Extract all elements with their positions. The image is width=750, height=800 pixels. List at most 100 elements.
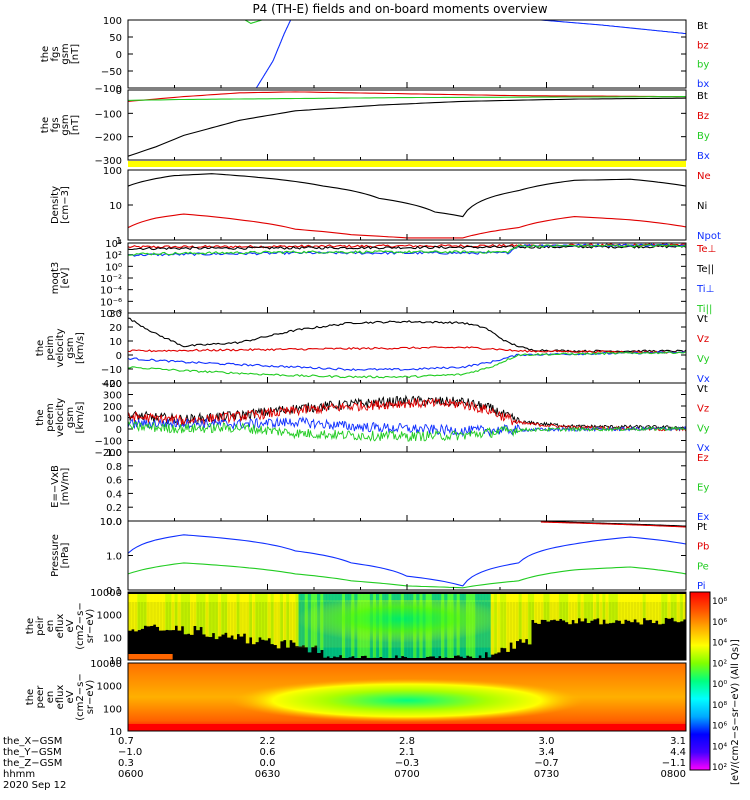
peir-column	[642, 594, 647, 619]
ephemeris-value: 0700	[394, 769, 419, 780]
ytick-label: 50	[109, 33, 122, 44]
peir-column	[264, 594, 268, 641]
series-green	[244, 20, 263, 24]
peir-column	[580, 594, 585, 622]
ephemeris-value: 4.4	[670, 747, 686, 758]
legend-peem_vel: Vt	[697, 384, 708, 395]
peir-column	[168, 594, 172, 631]
series-group	[128, 394, 686, 442]
ylabel-line: E=−VxB	[50, 465, 61, 508]
ylabel-line: eflux	[55, 685, 66, 710]
peir-column	[627, 594, 631, 621]
colorbar-tick: 10⁶	[712, 722, 727, 732]
ytick-label: 30	[109, 309, 122, 320]
ytick-label: 10⁻²	[100, 274, 122, 285]
ytick-label: −100	[95, 437, 122, 448]
series-black	[128, 394, 686, 430]
colorbar-tick: 10⁸	[712, 597, 727, 607]
legend-efield: Ex	[697, 512, 709, 523]
peir-column	[670, 594, 675, 618]
series-black	[128, 173, 686, 218]
ephemeris-value: 0730	[534, 769, 559, 780]
ephemeris-value: 0600	[118, 769, 143, 780]
ytick-label: −200	[95, 133, 122, 144]
series-group	[128, 521, 686, 589]
legend-peim_vel: Vy	[697, 354, 710, 365]
peir-column	[202, 594, 206, 635]
peir-column	[227, 594, 231, 638]
panel-peim_vel: thepeimvelocitygsm[km/s] 30 20 10 0 −10 −20 Vt V…	[35, 309, 710, 390]
legend-fgs_gsm: bx	[697, 79, 709, 90]
peir-column	[183, 594, 188, 635]
ephemeris-label: hhmm	[3, 769, 35, 780]
series-green	[128, 96, 686, 101]
series-blue	[128, 351, 686, 372]
ytick-label: 10⁻⁸	[100, 309, 122, 320]
colorbar	[689, 591, 711, 771]
ytick-label: 0.0	[106, 517, 122, 528]
ephemeris-value: 3.0	[539, 736, 555, 747]
peir-column	[205, 594, 210, 637]
peir-column	[193, 594, 197, 627]
ytick-label: 1000	[97, 682, 122, 693]
ytick-label: 10⁻⁴	[100, 286, 122, 297]
peir-column	[252, 594, 256, 645]
peir-column	[509, 594, 513, 643]
peir-column	[134, 594, 138, 632]
series-group	[244, 20, 686, 88]
ephemeris-value: 3.4	[539, 747, 555, 758]
series-red	[540, 521, 686, 528]
ytick-label: 100	[103, 633, 122, 644]
ytick-label: 0	[116, 425, 122, 436]
ylabel-peem_vel: thepeemvelocitygsm[km/s]	[35, 398, 86, 437]
ytick-label: 10	[109, 337, 122, 348]
peir-column	[214, 594, 219, 640]
colorbar-tick: 10⁴	[712, 639, 727, 649]
ylabel-line: en	[45, 691, 56, 704]
series-black	[128, 97, 686, 157]
ytick-label: −100	[95, 109, 122, 120]
ytick-label: 10²	[105, 251, 122, 262]
peir-column	[171, 594, 175, 631]
ytick-label: 10⁰	[105, 262, 122, 273]
ephemeris-value: 2.1	[399, 747, 415, 758]
ytick-label: 0	[116, 351, 122, 362]
ylabel-line: the	[40, 46, 51, 62]
peir-column	[159, 594, 163, 631]
legend-pressure: Pe	[697, 561, 709, 572]
peir-column	[565, 594, 569, 623]
ylabel-moqt3: moqt3[eV]	[50, 262, 71, 295]
peir-column	[524, 594, 529, 640]
ytick-label: −300	[95, 156, 122, 167]
ephemeris-value: 0.3	[118, 758, 134, 769]
peir-column	[577, 594, 582, 619]
peir-column	[664, 594, 668, 618]
ytick-label: 300	[103, 391, 122, 402]
ylabel-density: Density[cm−3]	[50, 186, 71, 224]
peir-column	[571, 594, 575, 621]
peir-column	[658, 594, 662, 625]
peir-column	[521, 594, 526, 643]
peir-column	[673, 594, 678, 622]
panel-frame	[127, 169, 687, 241]
peir-column	[239, 594, 244, 637]
ephemeris-value: −0.3	[395, 758, 419, 769]
peir-column	[289, 594, 293, 641]
peir-column	[599, 594, 603, 625]
series-group	[128, 173, 686, 239]
peir-column	[515, 594, 520, 642]
legend-moqt3: Te||	[696, 264, 714, 275]
peir-column	[624, 594, 628, 620]
peir-column	[633, 594, 637, 620]
ylabel-line: [cm−3]	[60, 186, 71, 224]
ylabel-peer_eflux: thepeerenefluxeV(cm2−s−sr−eV)	[25, 673, 96, 720]
ytick-label: 0.6	[106, 476, 122, 487]
ylabel-line: peir	[35, 615, 46, 635]
ytick-label: 10000	[90, 659, 122, 670]
colorbar-ticks: 10⁸ 10⁶ 10⁴ 10² 10⁰ 10⁸ 10⁶ 10⁴ 10²	[712, 597, 727, 773]
peir-frame	[127, 591, 687, 661]
ytick-label: 1.0	[106, 552, 122, 563]
ylabel-line: [eV]	[60, 268, 71, 289]
ephemeris-label: the_Y−GSM	[3, 747, 62, 758]
